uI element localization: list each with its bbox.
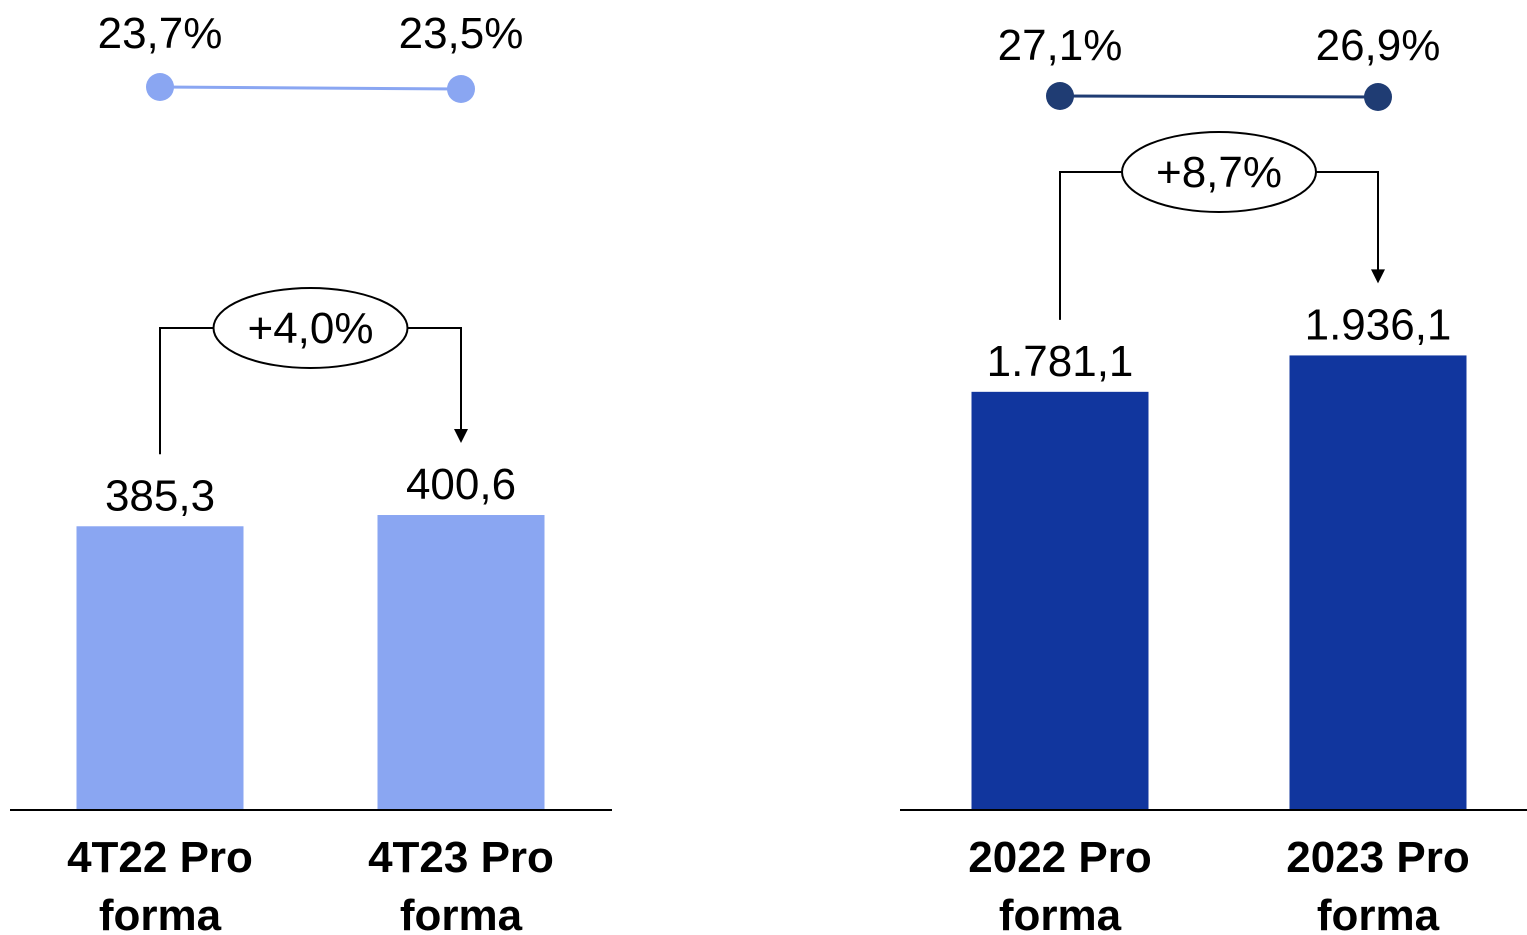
bar-1 (76, 526, 244, 810)
bar-1 (971, 391, 1149, 810)
growth-arrow-head (1371, 269, 1385, 284)
margin-value-label: 26,9% (1316, 21, 1441, 70)
category-label: 2023 Pro forma (1286, 833, 1469, 935)
bar-2 (377, 515, 545, 810)
margin-point-1 (146, 73, 174, 101)
growth-label: +8,7% (1156, 148, 1282, 197)
bar-value-label: 400,6 (406, 460, 516, 509)
growth-label: +4,0% (248, 304, 374, 353)
growth-arrow-head (454, 429, 468, 444)
margin-line (1059, 94, 1379, 99)
margin-point-2 (1364, 83, 1392, 111)
bar-value-label: 385,3 (105, 471, 215, 520)
margin-value-label: 27,1% (998, 21, 1123, 70)
growth-ellipse (212, 287, 409, 369)
bar-value-label: 1.781,1 (987, 337, 1134, 386)
bar-value-label: 1.936,1 (1305, 300, 1452, 349)
margin-line (159, 85, 462, 91)
chart-right-annual: 1.781,1 1.936,1 2022 Pro forma 2023 Pro forma… (900, 21, 1527, 935)
growth-ellipse (1121, 131, 1317, 213)
margin-point-2 (447, 75, 475, 103)
margin-point-1 (1046, 82, 1074, 110)
category-label: 4T23 Pro forma (368, 833, 554, 935)
bar-2 (1289, 355, 1467, 810)
category-label: 2022 Pro forma (968, 833, 1151, 935)
chart-left-quarterly: 385,3 400,6 4T22 Pro forma 4T23 Pro forma 23,7… (10, 9, 612, 935)
category-label: 4T22 Pro forma (67, 833, 253, 935)
margin-value-label: 23,7% (98, 9, 223, 58)
margin-value-label: 23,5% (399, 9, 524, 58)
